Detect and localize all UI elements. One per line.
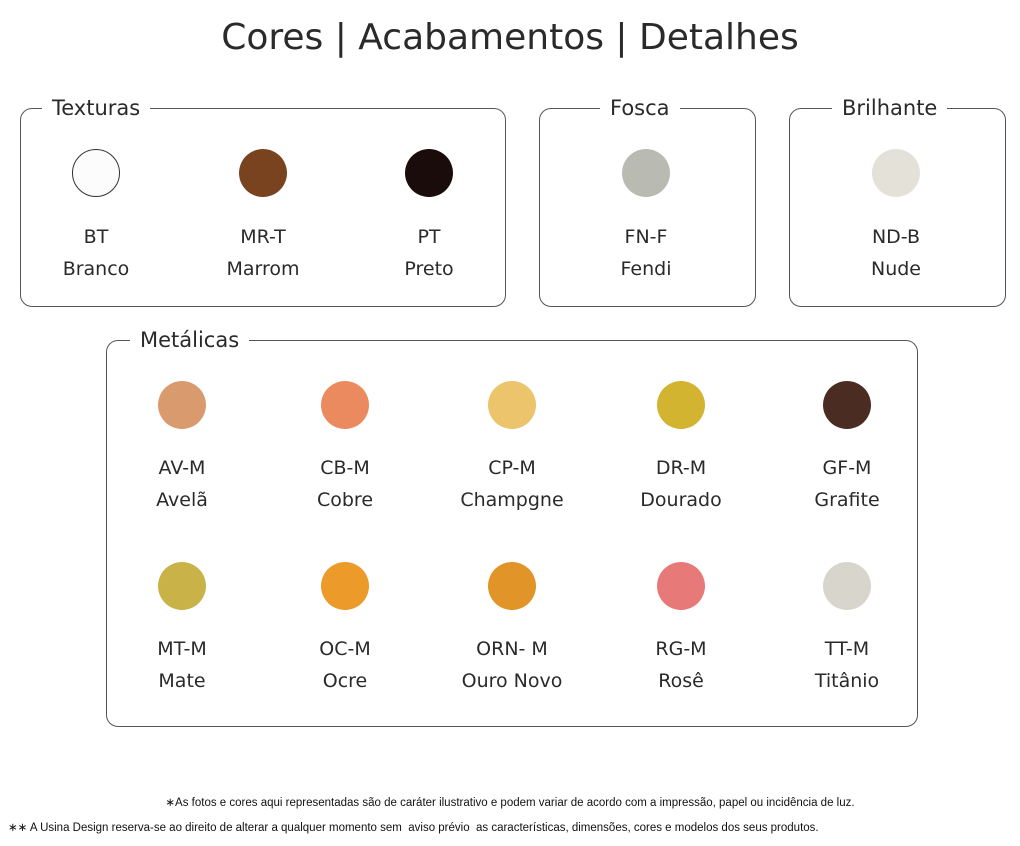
swatch-name: Grafite bbox=[814, 489, 880, 511]
swatch-code: ND-B bbox=[871, 226, 921, 248]
swatch-name: Mate bbox=[158, 670, 206, 692]
group-label: Fosca bbox=[600, 95, 680, 121]
swatch-code: AV-M bbox=[158, 457, 206, 479]
swatch-name: Branco bbox=[62, 258, 130, 280]
page-title: Cores | Acabamentos | Detalhes bbox=[221, 17, 799, 58]
footnote: ∗As fotos e cores aqui representadas são… bbox=[165, 797, 855, 809]
swatch-code: PT bbox=[417, 226, 441, 248]
swatch-code: TT-M bbox=[824, 638, 870, 660]
swatch-code: MT-M bbox=[157, 638, 207, 660]
group-label: Brilhante bbox=[832, 95, 948, 121]
swatch-code: GF-M bbox=[822, 457, 872, 479]
swatch-name: Titânio bbox=[814, 670, 880, 692]
swatch-name: Fendi bbox=[620, 258, 672, 280]
swatch bbox=[657, 381, 705, 429]
swatch bbox=[321, 381, 369, 429]
swatch bbox=[321, 562, 369, 610]
swatch-name: Champgne bbox=[460, 489, 564, 511]
swatch bbox=[72, 149, 120, 197]
swatch-name: Preto bbox=[404, 258, 454, 280]
swatch-code: RG-M bbox=[655, 638, 707, 660]
swatch bbox=[405, 149, 453, 197]
swatch bbox=[239, 149, 287, 197]
group-label: Metálicas bbox=[130, 327, 250, 353]
swatch bbox=[488, 381, 536, 429]
swatch-code: ORN- M bbox=[476, 638, 548, 660]
swatch-code: CP-M bbox=[488, 457, 536, 479]
swatch bbox=[823, 381, 871, 429]
swatch-code: BT bbox=[83, 226, 109, 248]
group-label: Texturas bbox=[42, 95, 151, 121]
swatch-name: Marrom bbox=[226, 258, 300, 280]
swatch-code: MR-T bbox=[240, 226, 286, 248]
swatch-name: Cobre bbox=[316, 489, 374, 511]
swatch bbox=[488, 562, 536, 610]
swatch-name: Avelã bbox=[156, 489, 208, 511]
swatch bbox=[872, 149, 920, 197]
swatch bbox=[158, 381, 206, 429]
group-box bbox=[106, 340, 918, 727]
swatch-code: DR-M bbox=[655, 457, 707, 479]
footnote: ∗∗ A Usina Design reserva-se ao direito … bbox=[8, 822, 819, 834]
swatch-name: Dourado bbox=[640, 489, 722, 511]
swatch bbox=[657, 562, 705, 610]
swatch bbox=[622, 149, 670, 197]
swatch-name: Rosê bbox=[658, 670, 704, 692]
swatch-name: Nude bbox=[870, 258, 921, 280]
swatch-code: OC-M bbox=[319, 638, 371, 660]
swatch-name: Ocre bbox=[322, 670, 368, 692]
swatch bbox=[158, 562, 206, 610]
swatch-name: Ouro Novo bbox=[461, 670, 563, 692]
swatch-code: FN-F bbox=[624, 226, 668, 248]
swatch bbox=[823, 562, 871, 610]
group-box bbox=[20, 108, 506, 307]
swatch-code: CB-M bbox=[320, 457, 370, 479]
